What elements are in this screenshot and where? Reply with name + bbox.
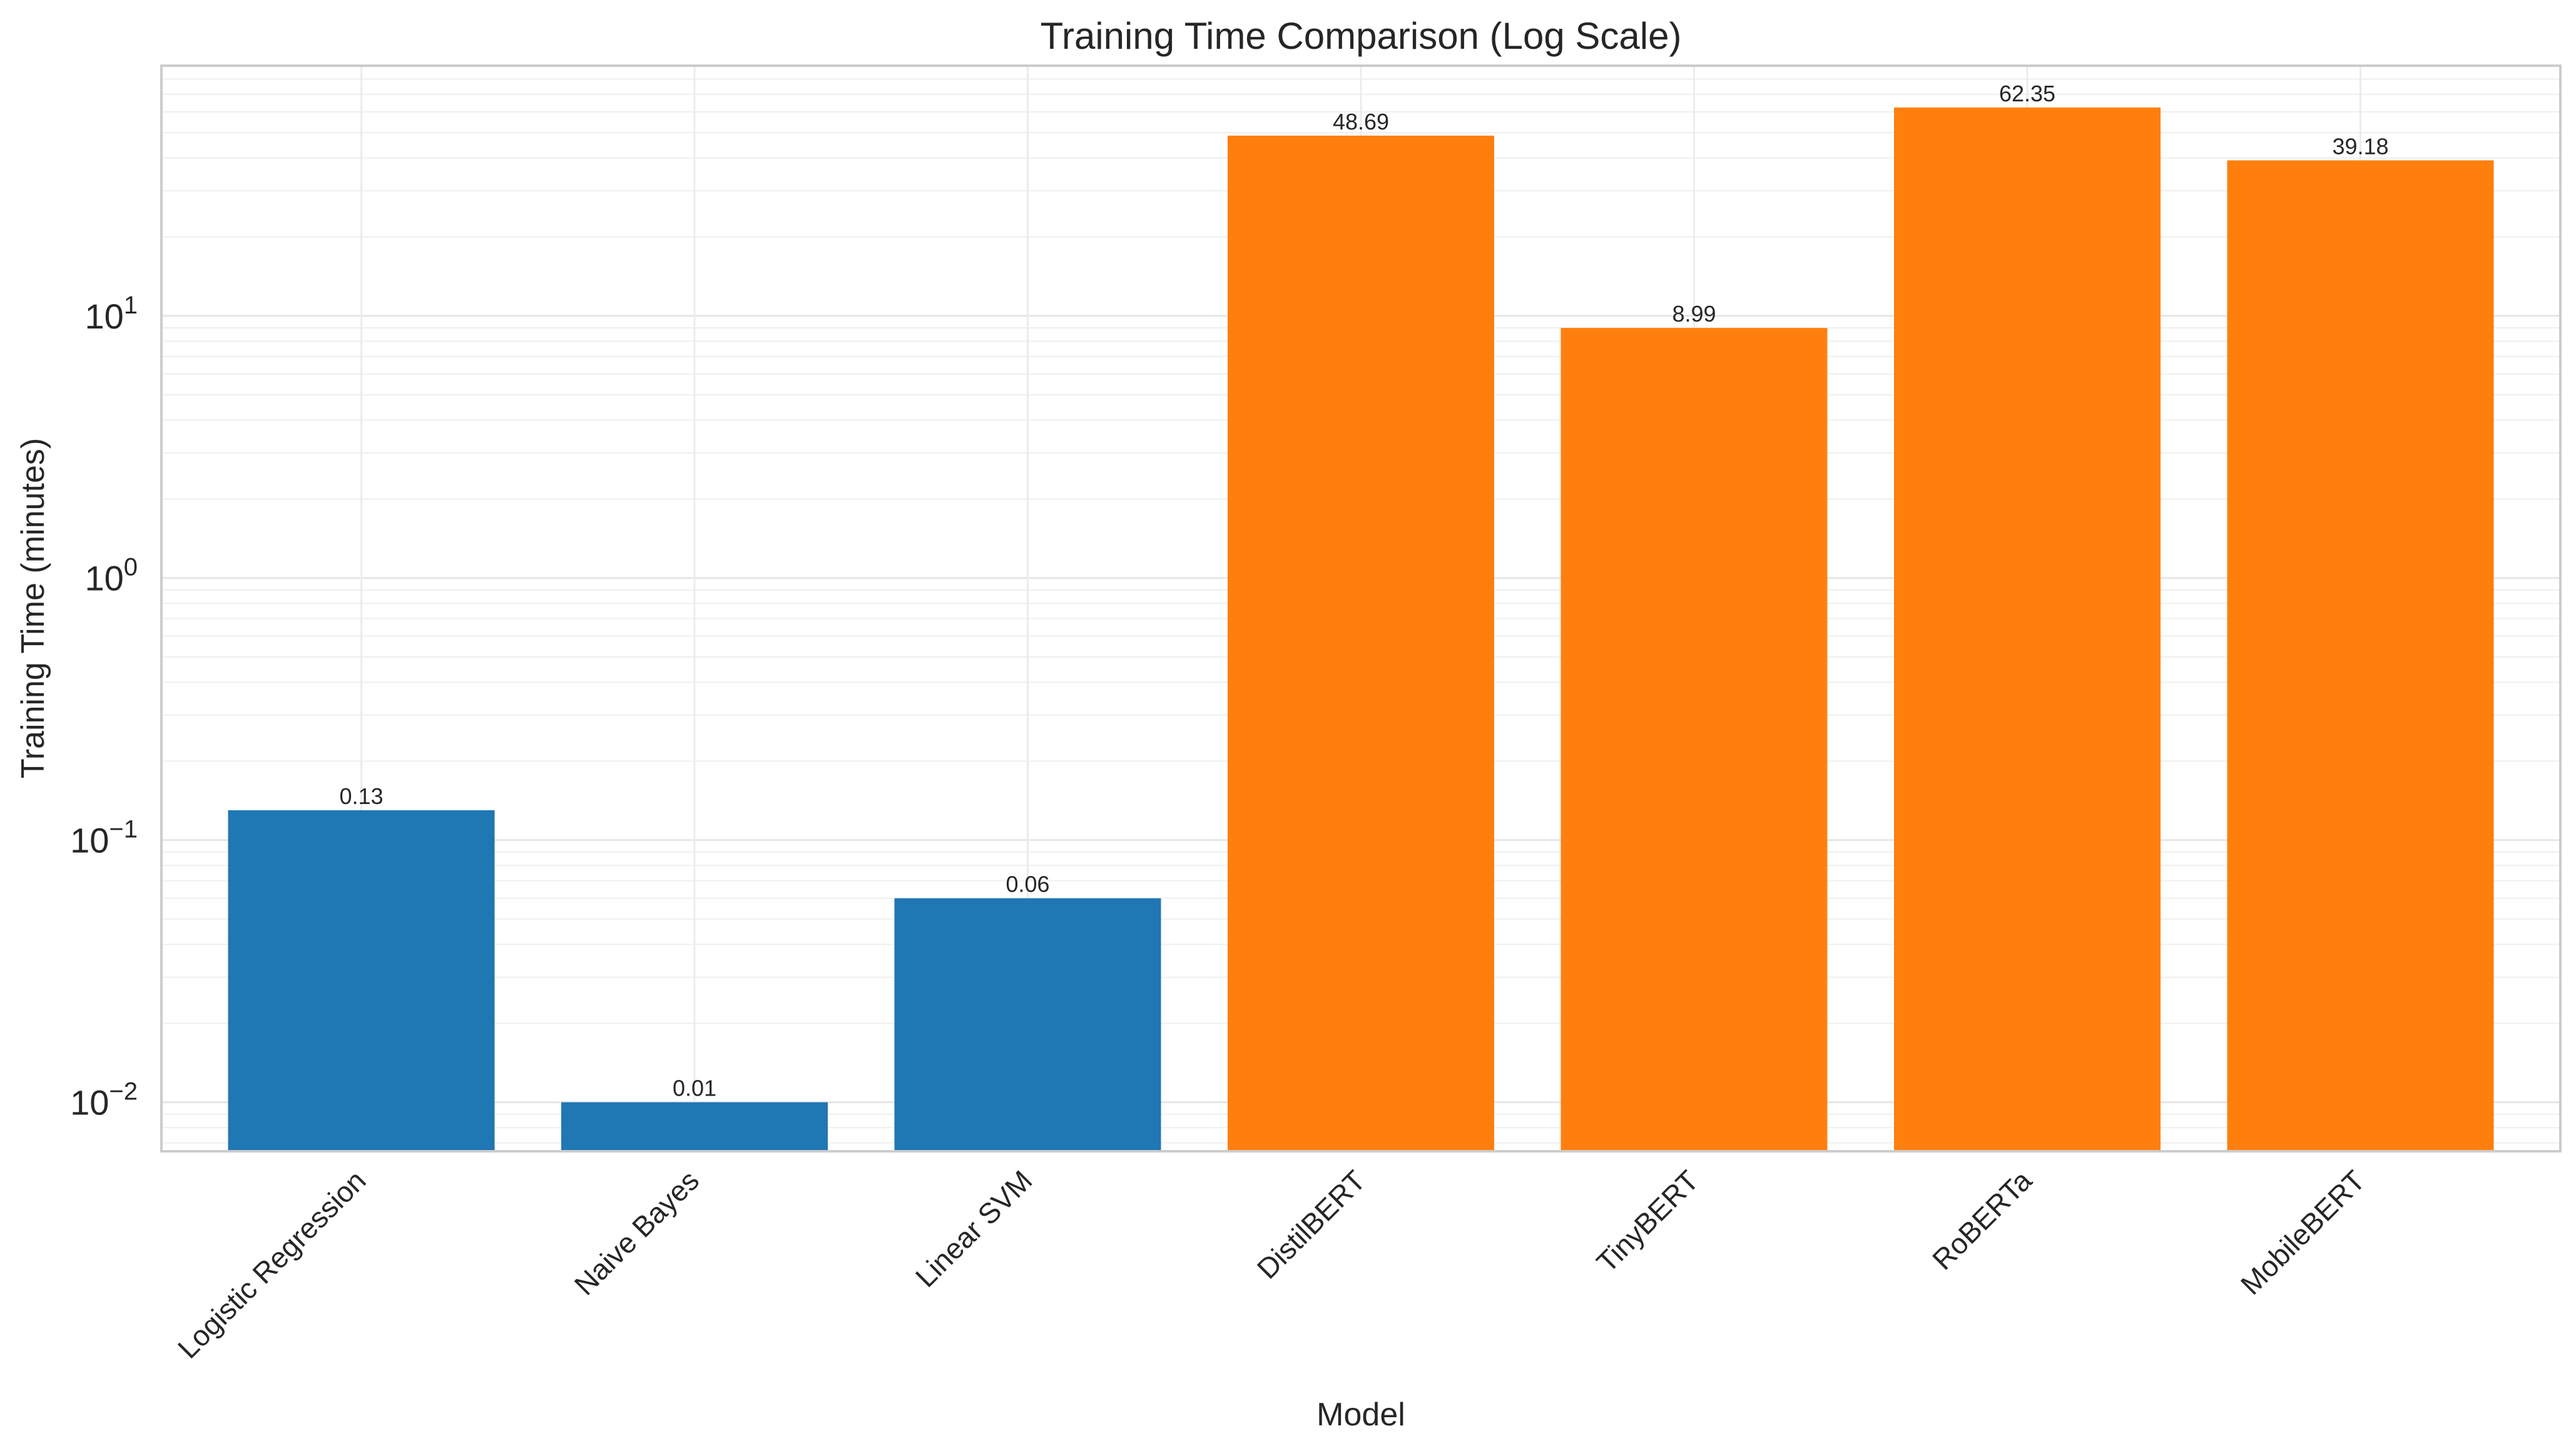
value-labels: 0.13 0.01 0.06 48.69 8.99 62.35 39.18 <box>339 81 2388 1101</box>
x-tick-label: Linear SVM <box>909 1164 1039 1293</box>
value-label: 0.06 <box>1005 872 1049 897</box>
value-label: 39.18 <box>2332 133 2388 159</box>
x-tick-labels: Logistic Regression Naive Bayes Linear SVM… <box>171 1164 2371 1365</box>
chart-title: Training Time Comparison (Log Scale) <box>1041 15 1682 57</box>
y-tick-labels: 10−2 10−1 100 101 <box>70 292 138 1123</box>
x-tick-label: MobileBERT <box>2234 1164 2371 1301</box>
y-tick-label: 100 <box>84 554 138 598</box>
bar-distilbert <box>1228 135 1494 1151</box>
value-label: 62.35 <box>1999 81 2055 106</box>
value-label: 0.13 <box>339 783 383 809</box>
bar-tinybert <box>1560 328 1828 1151</box>
x-tick-label: Naive Bayes <box>568 1164 705 1301</box>
y-axis-label: Training Time (minutes) <box>15 438 51 778</box>
value-label: 48.69 <box>1333 109 1389 135</box>
y-tick-label: 101 <box>84 292 138 336</box>
x-tick-label: RoBERTa <box>1926 1164 2038 1276</box>
value-label: 8.99 <box>1672 301 1716 327</box>
bar-naive-bayes <box>561 1102 828 1151</box>
bar-roberta <box>1894 107 2161 1151</box>
x-tick-label: TinyBERT <box>1590 1164 1704 1278</box>
y-tick-label: 10−1 <box>70 816 138 860</box>
bars <box>228 107 2494 1151</box>
x-axis-label: Model <box>1316 1397 1405 1433</box>
x-tick-label: Logistic Regression <box>171 1164 372 1365</box>
x-tick-label: DistilBERT <box>1251 1164 1372 1285</box>
bar-mobilebert <box>2227 160 2494 1151</box>
plot-frame <box>160 64 2562 1153</box>
bar-logistic-regression <box>228 810 495 1151</box>
bar-linear-svm <box>894 898 1161 1151</box>
value-label: 0.01 <box>673 1076 716 1101</box>
y-tick-label: 10−2 <box>70 1078 138 1123</box>
